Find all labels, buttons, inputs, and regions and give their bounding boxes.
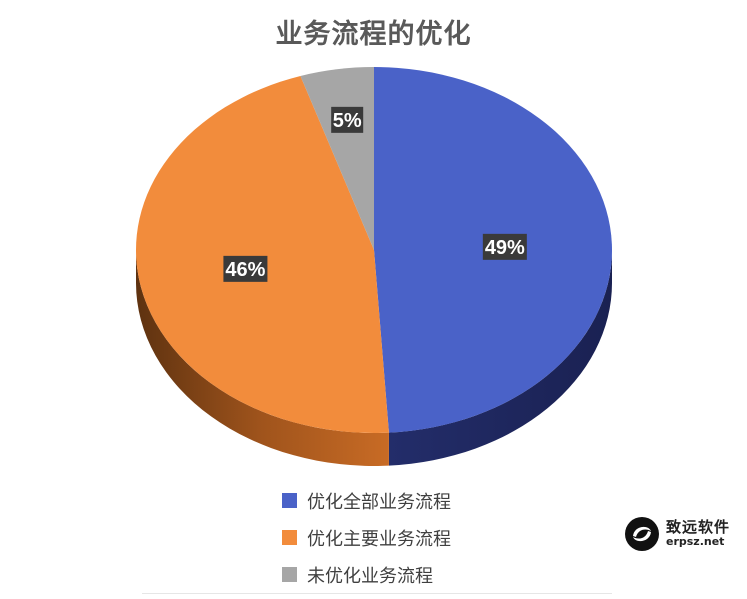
legend-label-main: 优化主要业务流程 bbox=[307, 528, 451, 550]
legend-swatch-none bbox=[282, 567, 297, 582]
legend-item-full: 优化全部业务流程 bbox=[282, 482, 451, 519]
logo-url: erpsz.net bbox=[666, 535, 725, 549]
data-label-full: 49% bbox=[482, 233, 527, 260]
svg-text:49%: 49% bbox=[485, 237, 525, 259]
legend-label-none: 未优化业务流程 bbox=[307, 565, 433, 587]
divider-line bbox=[142, 593, 612, 594]
data-label-main: 46% bbox=[223, 255, 268, 282]
pie-side-main bbox=[136, 250, 389, 466]
legend-swatch-main bbox=[282, 530, 297, 545]
legend-item-main: 优化主要业务流程 bbox=[282, 519, 451, 556]
data-label-none: 5% bbox=[331, 106, 364, 133]
chart-legend: 优化全部业务流程 优化主要业务流程 未优化业务流程 bbox=[282, 482, 451, 593]
chart-title: 业务流程的优化 bbox=[275, 19, 472, 50]
pie-slice-main bbox=[135, 75, 389, 433]
legend-item-none: 未优化业务流程 bbox=[282, 556, 451, 593]
watermark-logo: 致远软件 erpsz.net bbox=[624, 513, 742, 555]
pie-side-full bbox=[388, 250, 612, 466]
logo-icon bbox=[625, 517, 659, 551]
logo-name: 致远软件 bbox=[666, 518, 731, 537]
legend-label-full: 优化全部业务流程 bbox=[307, 491, 451, 513]
svg-text:46%: 46% bbox=[225, 259, 265, 281]
svg-text:5%: 5% bbox=[333, 110, 362, 132]
legend-swatch-full bbox=[282, 493, 297, 508]
